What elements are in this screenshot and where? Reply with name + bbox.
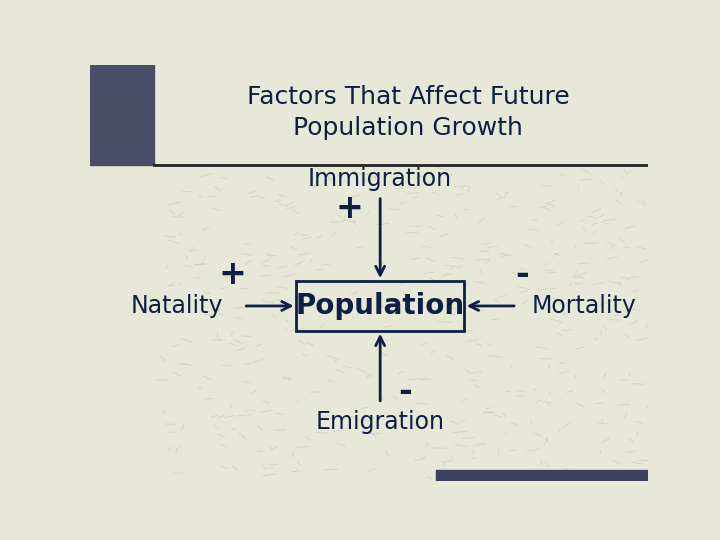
Text: Factors That Affect Future
Population Growth: Factors That Affect Future Population Gr…	[247, 85, 570, 140]
Text: Immigration: Immigration	[308, 167, 452, 191]
Text: Emigration: Emigration	[315, 410, 445, 434]
Text: +: +	[218, 258, 246, 291]
Bar	[436, 470, 648, 481]
Text: -: -	[398, 375, 412, 408]
Bar	[90, 65, 154, 165]
Text: Natality: Natality	[130, 294, 222, 318]
Bar	[154, 65, 648, 165]
Text: +: +	[336, 192, 364, 225]
Bar	[297, 281, 464, 331]
Text: Population: Population	[296, 292, 464, 320]
Text: -: -	[516, 258, 529, 291]
Text: Mortality: Mortality	[531, 294, 636, 318]
